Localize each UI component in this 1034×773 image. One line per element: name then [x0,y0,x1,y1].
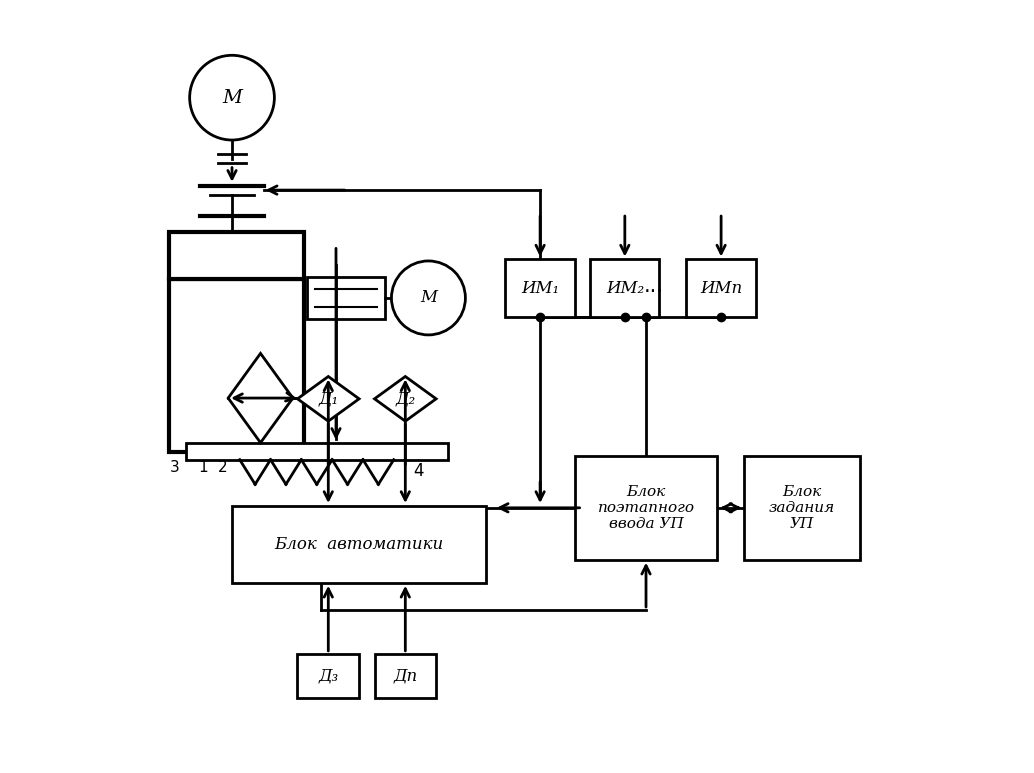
Text: ИМ₁: ИМ₁ [521,280,559,297]
Polygon shape [229,353,293,443]
Circle shape [392,261,465,335]
Bar [590,260,660,317]
Text: Блок
задания
УП: Блок задания УП [769,485,835,531]
Text: 4: 4 [413,462,424,480]
Bar [232,506,486,583]
Text: 1: 1 [199,460,208,475]
Bar [298,654,359,699]
Text: Д₃: Д₃ [318,668,338,685]
Text: 3: 3 [170,460,179,475]
Text: ...: ... [644,277,664,296]
Bar [744,456,859,560]
Bar [374,654,436,699]
Text: M: M [420,289,437,306]
Bar [186,443,448,460]
Text: ИМ₂: ИМ₂ [606,280,644,297]
Bar [169,279,304,452]
Text: Д₂: Д₂ [395,390,416,407]
Circle shape [189,56,274,140]
Text: Блок  автоматики: Блок автоматики [274,536,444,553]
Text: Дп: Дп [393,668,418,685]
Polygon shape [298,376,359,421]
Bar [575,456,718,560]
Bar [687,260,756,317]
Bar [307,278,385,318]
Text: Блок
поэтапного
ввода УП: Блок поэтапного ввода УП [598,485,695,531]
Polygon shape [374,376,436,421]
Text: M: M [222,89,242,107]
Text: ИМп: ИМп [700,280,742,297]
Text: Д₁: Д₁ [318,390,338,407]
Bar [506,260,575,317]
Bar [169,233,304,279]
Text: 2: 2 [218,460,227,475]
